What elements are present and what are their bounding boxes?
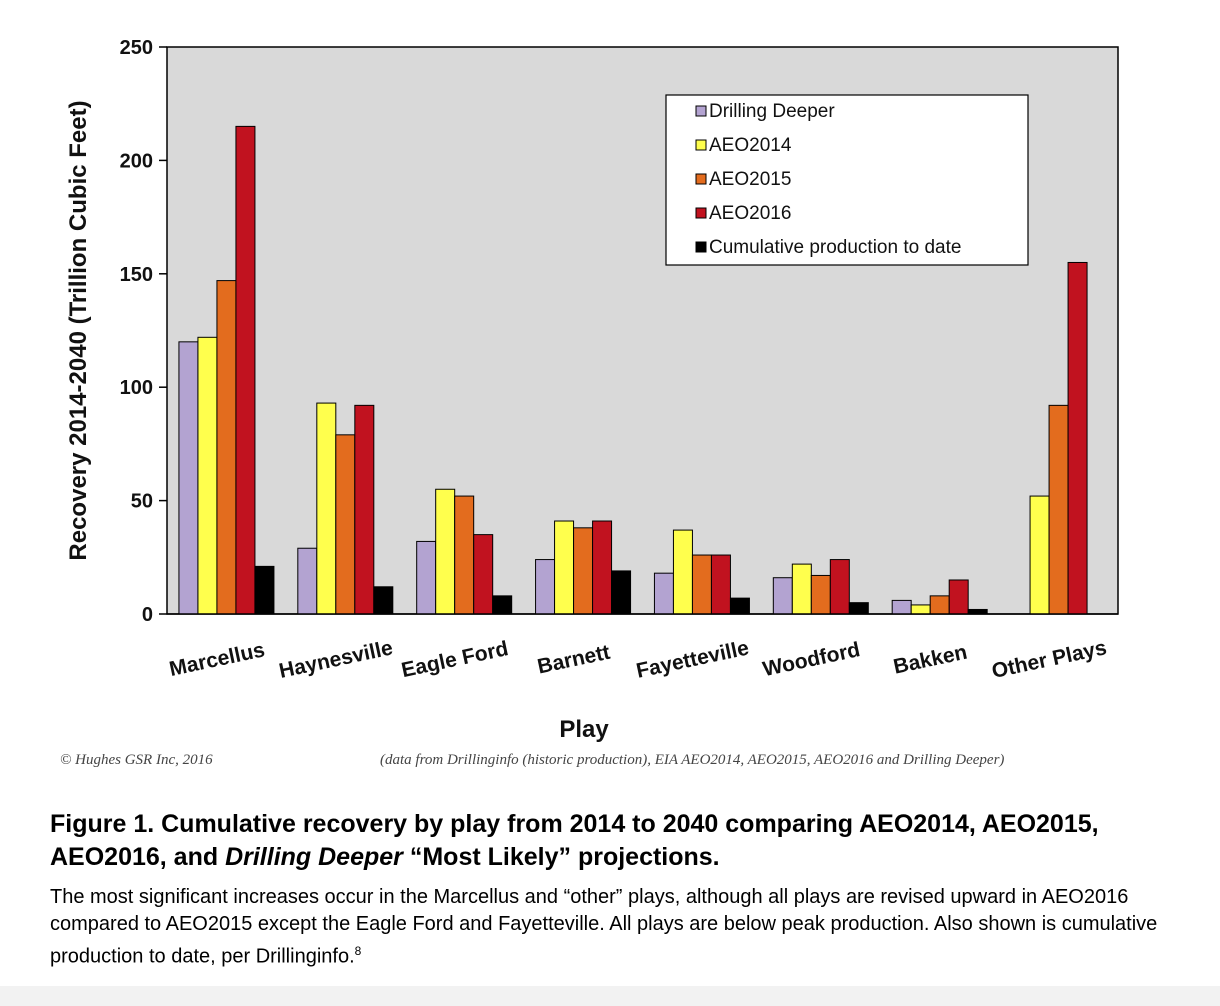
bar [454,495,475,615]
bar [1048,404,1069,615]
bar [316,402,337,615]
legend-label: Cumulative production to date [709,237,961,258]
bar [791,563,812,615]
legend-box [665,94,1029,266]
bar [216,280,237,615]
footnote-marker: 8 [354,944,362,958]
legend-swatch [695,241,707,253]
bar [535,559,556,615]
y-tick-label: 250 [120,37,153,59]
x-axis: Marcellus Haynesville Eagle Ford Barnett Fay… [167,636,1108,683]
bar [710,554,731,615]
bar [335,434,356,615]
bar [235,125,256,615]
bar [653,572,674,615]
bar [592,520,613,615]
x-axis-title: Play [559,716,609,743]
y-tick-label: 200 [120,150,153,172]
bar [416,540,437,615]
y-tick-label: 150 [120,264,153,286]
legend-swatch [695,105,707,117]
page-bottom-strip [0,986,1220,1006]
x-tick-label: Fayetteville [634,637,751,683]
data-source-credit: (data from Drillinginfo (historic produc… [380,752,1005,768]
legend-label: Drilling Deeper [709,101,835,122]
bar [729,597,750,615]
bar [297,547,318,615]
bar [197,336,218,615]
y-axis: 0 50 100 150 200 250 [120,37,167,626]
x-tick-label: Haynesville [277,636,395,683]
bar [948,579,969,615]
legend-swatch [695,139,707,151]
x-tick-label: Barnett [535,641,612,679]
x-tick-label: Marcellus [167,638,267,681]
bar [554,520,575,615]
bar [611,570,632,615]
bar [829,559,850,615]
bar [373,586,394,615]
bar [435,488,456,615]
y-tick-label: 0 [142,604,153,626]
caption-body-text: The most significant increases occur in … [50,886,1158,968]
bar [848,602,869,615]
bar [691,554,712,615]
legend-swatch [695,173,707,185]
legend: Drilling Deeper AEO2014 AEO2015 AEO2016 Cumu… [665,94,1029,266]
caption-title-italic: Drilling Deeper [225,843,403,871]
bar [1029,495,1050,615]
x-tick-label: Other Plays [990,636,1109,683]
copyright-credit: © Hughes GSR Inc, 2016 [60,752,213,768]
bar [492,595,513,615]
y-tick-label: 50 [131,491,153,513]
bar [910,604,931,615]
bar [354,404,375,615]
figure-caption: Figure 1. Cumulative recovery by play fr… [50,808,1200,971]
bar [891,599,912,615]
bar [573,527,594,615]
legend-label: AEO2015 [709,169,791,190]
bar [254,565,275,615]
chart: 0 50 100 150 200 250 Marcellus Haynesville Eagl… [65,37,1119,743]
y-axis-title: Recovery 2014-2040 (Trillion Cubic Feet) [65,100,92,560]
caption-title-end: “Most Likely” projections. [402,843,720,871]
caption-title-text: Figure 1. Cumulative recovery by play fr… [50,810,1099,871]
y-tick-label: 100 [120,377,153,399]
x-tick-label: Eagle Ford [399,637,510,682]
caption-title: Figure 1. Cumulative recovery by play fr… [50,808,1200,874]
bar [810,574,831,615]
x-tick-label: Woodford [761,638,862,681]
legend-swatch [695,207,707,219]
bar [929,595,950,615]
bars-group [178,125,1088,615]
bar [473,534,494,615]
legend-label: AEO2014 [709,135,792,156]
bar [672,529,693,615]
bar [1067,261,1088,615]
bar [178,341,199,615]
x-tick-label: Bakken [891,641,969,679]
caption-body: The most significant increases occur in … [50,884,1200,971]
legend-label: AEO2016 [709,203,791,224]
bar [772,577,793,615]
